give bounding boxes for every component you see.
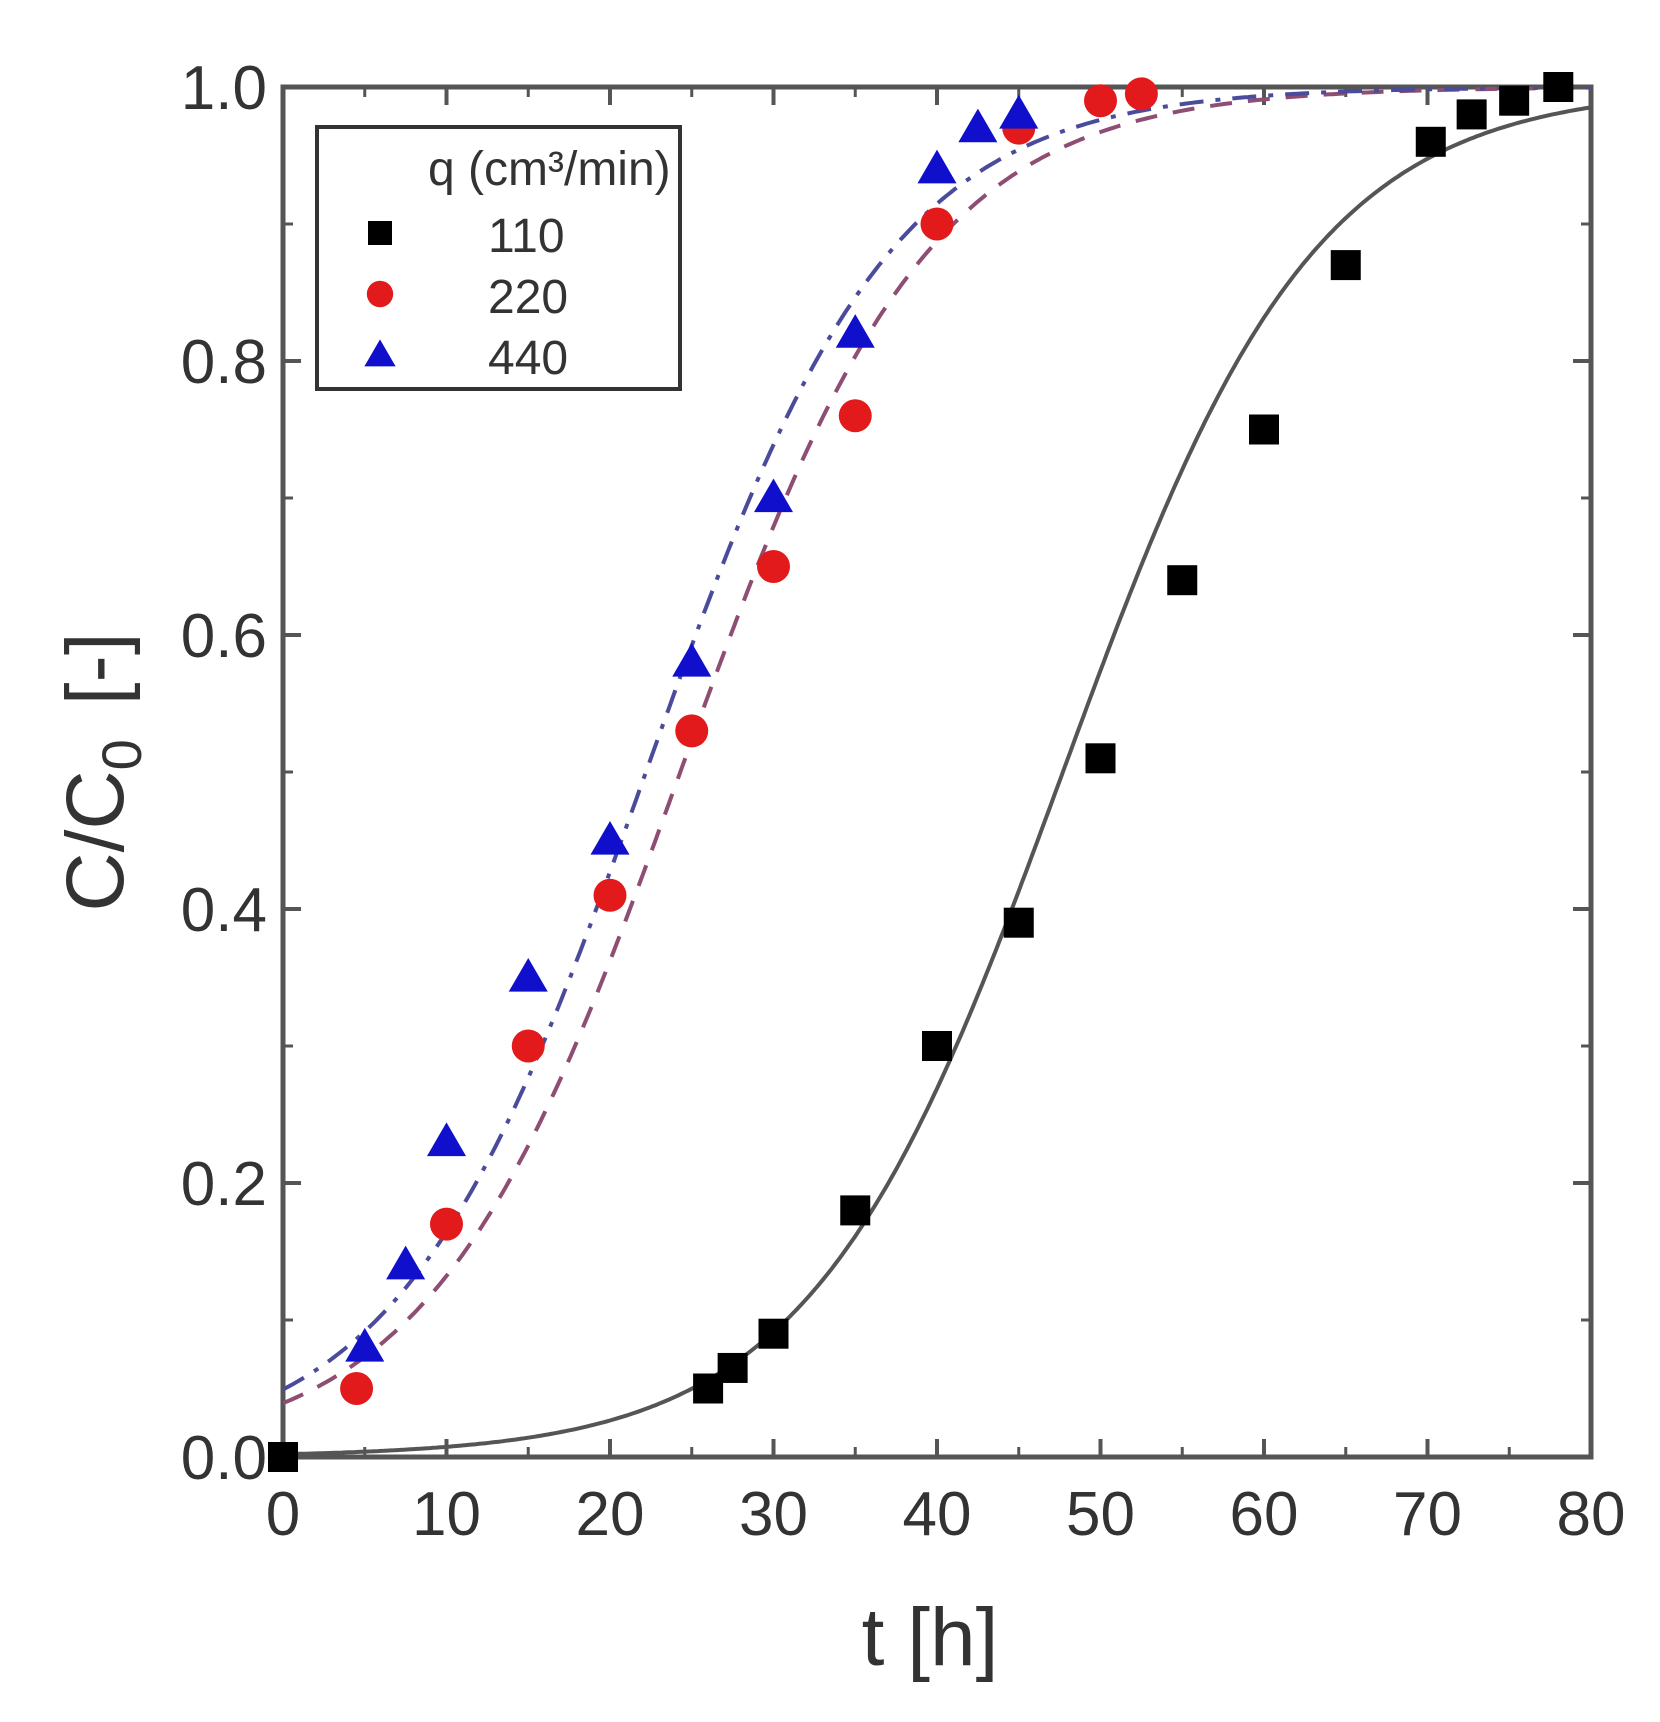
legend-marker-220	[366, 280, 394, 308]
data-point-110-0	[268, 1442, 298, 1472]
data-point-110-3	[758, 1318, 789, 1349]
data-point-110-7	[1085, 743, 1116, 774]
data-point-440-6	[753, 478, 794, 513]
y-tick-label-0.8: 0.8	[181, 328, 267, 397]
data-point-110-10	[1330, 250, 1361, 281]
data-point-110-12	[1456, 99, 1487, 130]
data-markers	[268, 72, 1574, 1472]
data-point-220-6	[838, 399, 872, 433]
data-point-220-5	[757, 550, 790, 583]
y-axis-title-main: C/C	[50, 770, 141, 911]
data-point-440-7	[835, 314, 875, 348]
y-tick-label-0.2: 0.2	[181, 1150, 267, 1219]
data-point-440-0	[345, 1327, 385, 1362]
x-tick-label-80: 80	[1557, 1480, 1626, 1549]
y-tick-label-0.0: 0.0	[181, 1424, 267, 1493]
data-point-110-11	[1415, 126, 1446, 157]
data-point-220-4	[675, 714, 709, 748]
legend-marker-440	[364, 339, 396, 367]
x-tick-label-70: 70	[1393, 1480, 1462, 1549]
x-axis-ticks: 0 10 20 30 40 50 60 70 80	[266, 87, 1626, 1549]
x-axis-title: t [h]	[862, 1592, 999, 1683]
y-tick-label-0.4: 0.4	[181, 876, 267, 945]
data-point-440-1	[386, 1245, 426, 1280]
data-point-110-14	[1543, 72, 1574, 102]
data-point-110-2	[717, 1352, 748, 1383]
legend-title: q (cm³/min)	[428, 143, 671, 196]
data-point-110-5	[922, 1031, 952, 1061]
fit-curves	[283, 87, 1591, 1457]
data-point-440-2	[426, 1122, 467, 1157]
data-point-110-8	[1167, 565, 1198, 596]
y-axis-title: C/C0 [-]	[50, 632, 153, 911]
fit-curve-440	[283, 87, 1591, 1392]
data-point-220-0	[340, 1372, 374, 1405]
x-tick-label-0: 0	[266, 1480, 300, 1549]
data-point-110-9	[1249, 414, 1279, 445]
legend-label-440: 440	[488, 332, 568, 385]
x-tick-label-60: 60	[1230, 1480, 1299, 1549]
x-tick-label-50: 50	[1066, 1480, 1135, 1549]
data-point-220-9	[1084, 84, 1117, 118]
data-point-440-8	[917, 149, 957, 184]
y-tick-label-0.6: 0.6	[181, 602, 267, 671]
legend-marker-110	[368, 221, 392, 245]
data-point-110-4	[840, 1195, 871, 1226]
data-point-220-2	[511, 1029, 545, 1063]
data-point-110-6	[1003, 907, 1034, 938]
data-point-220-7	[920, 207, 954, 241]
legend-label-110: 110	[488, 210, 565, 263]
legend-entries: 110 220 440	[364, 210, 568, 385]
y-tick-label-1.0: 1.0	[181, 54, 267, 123]
x-tick-label-10: 10	[412, 1480, 481, 1549]
x-tick-label-40: 40	[903, 1480, 972, 1549]
data-point-110-13	[1499, 85, 1530, 116]
data-point-220-3	[593, 878, 627, 912]
x-tick-label-30: 30	[739, 1480, 808, 1549]
data-point-220-1	[430, 1207, 463, 1241]
data-point-440-5	[672, 642, 712, 677]
data-point-440-9	[958, 108, 998, 143]
data-point-440-4	[590, 820, 630, 855]
y-axis-title-unit: [-]	[50, 632, 141, 705]
y-axis-title-sub: 0	[90, 739, 153, 770]
data-point-440-3	[508, 957, 548, 992]
legend: q (cm³/min) 110 220 440	[315, 125, 682, 391]
fit-curve-110	[283, 105, 1591, 1457]
fit-curve-220	[283, 87, 1591, 1406]
legend-label-220: 220	[488, 271, 568, 324]
data-point-440-10	[999, 94, 1039, 129]
data-point-220-10	[1124, 77, 1158, 111]
x-tick-label-20: 20	[576, 1480, 645, 1549]
y-axis-ticks: 0.0 0.2 0.4 0.6 0.8 1.0	[181, 54, 1591, 1493]
